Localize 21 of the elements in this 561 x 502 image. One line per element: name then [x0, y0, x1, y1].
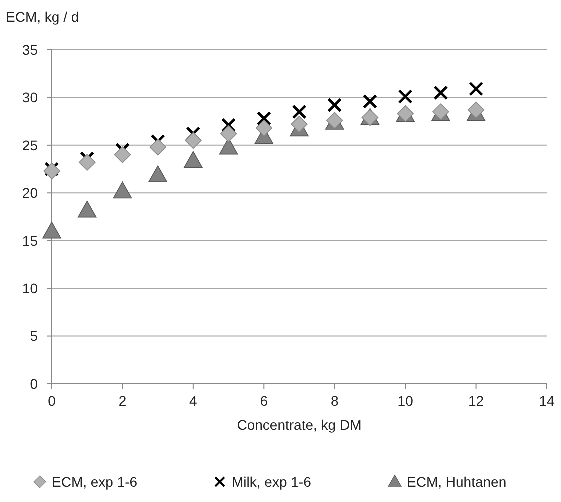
y-tick-label: 25: [22, 137, 38, 154]
y-tick-label: 5: [30, 328, 38, 344]
x-axis-title: Concentrate, kg DM: [237, 417, 362, 433]
y-tick-label: 0: [30, 376, 38, 392]
y-tick-label: 35: [22, 42, 38, 58]
x-tick-label: 4: [190, 393, 198, 409]
y-tick-label: 30: [22, 90, 38, 106]
x-tick-label: 6: [260, 393, 268, 409]
legend-label: ECM, Huhtanen: [407, 474, 507, 490]
legend-label: ECM, exp 1-6: [52, 474, 138, 490]
legend-label: Milk, exp 1-6: [232, 474, 312, 490]
x-tick-label: 8: [330, 393, 339, 409]
x-tick-label: 14: [539, 393, 555, 409]
x-tick-label: 0: [48, 393, 56, 409]
x-tick-label: 12: [468, 393, 484, 409]
y-tick-label: 15: [22, 232, 38, 249]
x-tick-label: 10: [398, 393, 414, 409]
y-tick-label: 10: [22, 280, 38, 296]
x-tick-label: 2: [118, 393, 127, 409]
y-tick-label: 20: [22, 185, 38, 202]
y-axis-title: ECM, kg / d: [6, 9, 80, 25]
